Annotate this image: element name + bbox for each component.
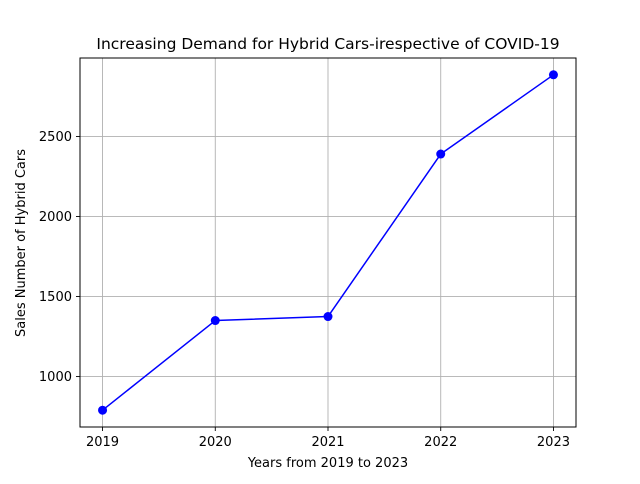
y-axis-label: Sales Number of Hybrid Cars — [14, 149, 29, 337]
axis-ticks: 2019 2020 2021 2022 2023 1000 1500 2000 2500 — [39, 130, 570, 450]
grid-lines — [80, 58, 576, 427]
series-markers — [98, 70, 558, 415]
y-tick-label: 2500 — [39, 130, 72, 145]
data-point-2021 — [323, 312, 333, 322]
y-tick-label: 1000 — [39, 370, 72, 385]
x-axis-label: Years from 2019 to 2023 — [247, 456, 408, 471]
x-tick-label: 2023 — [537, 435, 570, 450]
data-point-2019 — [98, 405, 108, 415]
y-tick-label: 1500 — [39, 290, 72, 305]
chart-title: Increasing Demand for Hybrid Cars-irespe… — [96, 35, 559, 53]
x-tick-label: 2020 — [199, 435, 232, 450]
x-tick-label: 2019 — [86, 435, 119, 450]
x-tick-label: 2022 — [424, 435, 457, 450]
data-point-2022 — [436, 149, 446, 159]
y-tick-label: 2000 — [39, 210, 72, 225]
data-point-2023 — [548, 70, 558, 80]
x-tick-label: 2021 — [311, 435, 344, 450]
data-point-2020 — [210, 316, 220, 326]
